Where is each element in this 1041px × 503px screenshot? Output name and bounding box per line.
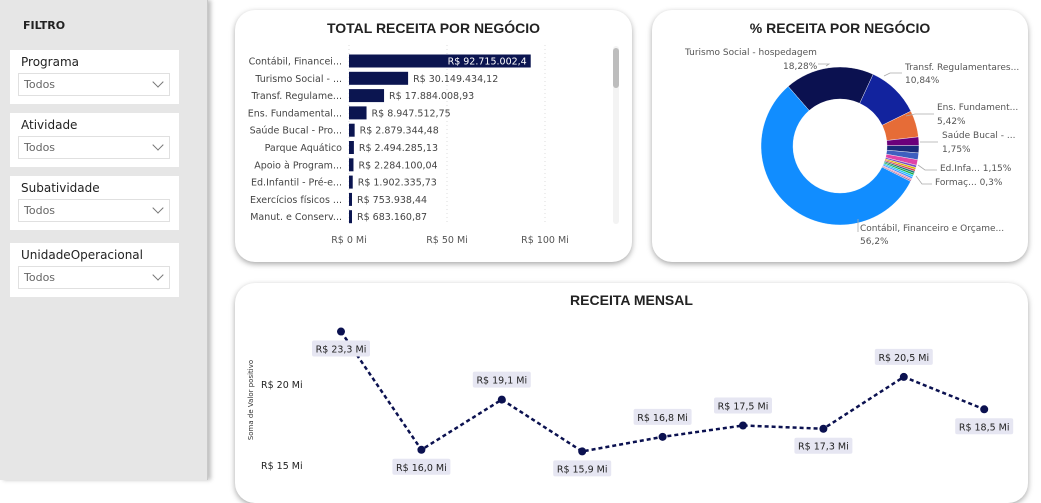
- donut-chart-card: % RECEITA POR NEGÓCIO: [652, 10, 1028, 262]
- dropdown-value: Todos: [24, 204, 56, 217]
- slicer-label: Programa: [21, 55, 79, 69]
- slicer-label: UnidadeOperacional: [21, 248, 143, 262]
- dropdown-value: Todos: [24, 141, 56, 154]
- chevron-down-icon: [152, 202, 164, 214]
- chevron-down-icon: [152, 139, 164, 151]
- bar-chart-card: TOTAL RECEITA POR NEGÓCIO: [235, 10, 632, 262]
- line-chart-card: RECEITA MENSAL: [235, 283, 1028, 503]
- bar-chart-title: TOTAL RECEITA POR NEGÓCIO: [326, 20, 541, 36]
- slicer-programa: Programa Todos: [10, 50, 179, 104]
- slicer-unidade-operacional: UnidadeOperacional Todos: [10, 243, 179, 297]
- atividade-dropdown[interactable]: Todos: [18, 136, 170, 159]
- slicer-label: Atividade: [21, 118, 78, 132]
- slicer-label: Subatividade: [21, 181, 100, 195]
- chevron-down-icon: [152, 76, 164, 88]
- slicer-subatividade: Subatividade Todos: [10, 176, 179, 230]
- unidade-operacional-dropdown[interactable]: Todos: [18, 266, 170, 289]
- subatividade-dropdown[interactable]: Todos: [18, 199, 170, 222]
- programa-dropdown[interactable]: Todos: [18, 73, 170, 96]
- donut-chart-title: % RECEITA POR NEGÓCIO: [749, 20, 931, 36]
- filter-title: FILTRO: [23, 19, 66, 32]
- dropdown-value: Todos: [24, 78, 56, 91]
- slicer-atividade: Atividade Todos: [10, 113, 179, 167]
- dropdown-value: Todos: [24, 271, 56, 284]
- filter-panel: FILTRO Programa Todos Atividade Todos Su…: [0, 0, 208, 480]
- chevron-down-icon: [152, 269, 164, 281]
- line-chart-title: RECEITA MENSAL: [570, 292, 693, 308]
